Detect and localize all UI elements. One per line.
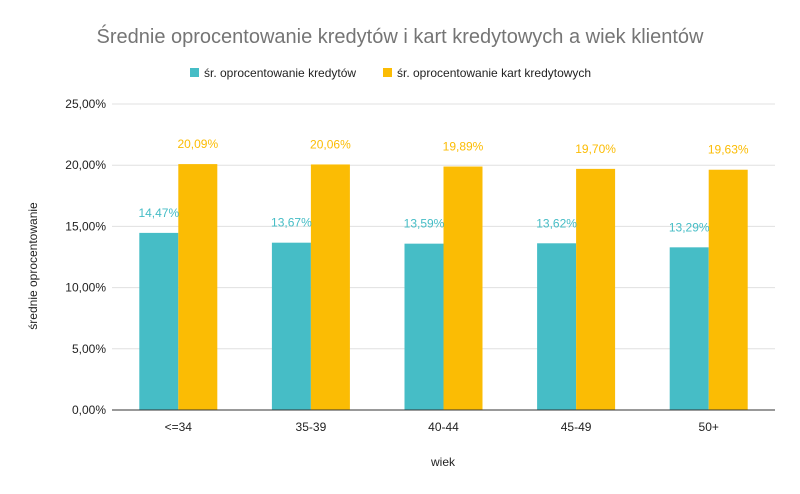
legend-swatch-series-0 <box>190 68 199 77</box>
x-tick-label: 45-49 <box>561 420 592 434</box>
y-axis-title: średnie oprocentowanie <box>26 202 40 330</box>
bar-series-0 <box>537 243 577 410</box>
data-label-series-1: 20,09% <box>177 137 218 151</box>
legend: śr. oprocentowanie kredytów śr. oprocent… <box>190 66 591 80</box>
x-axis-title: wiek <box>430 455 456 469</box>
legend-label-series-1: śr. oprocentowanie kart kredytowych <box>397 66 591 80</box>
bar-series-1 <box>708 169 748 410</box>
data-label-series-1: 19,63% <box>708 143 749 157</box>
y-tick-label: 5,00% <box>72 342 106 356</box>
bar-series-1 <box>443 166 483 410</box>
x-tick-label: 50+ <box>699 420 719 434</box>
x-tick-label: 40-44 <box>428 420 459 434</box>
bars <box>139 164 748 410</box>
bar-series-1 <box>310 164 350 410</box>
data-label-series-0: 13,29% <box>669 220 710 234</box>
bar-series-1 <box>576 168 616 410</box>
data-label-series-0: 14,47% <box>138 206 179 220</box>
legend-swatch-series-1 <box>383 68 392 77</box>
y-tick-label: 20,00% <box>65 158 106 172</box>
bar-series-0 <box>669 247 709 410</box>
data-label-series-1: 19,89% <box>443 140 484 154</box>
bar-series-0 <box>271 242 311 410</box>
x-tick-label: <=34 <box>165 420 193 434</box>
data-labels: 14,47% 20,09% 13,67% 20,06% 13,59% 19,89% 13,6… <box>138 137 748 234</box>
y-tick-label: 15,00% <box>65 219 106 233</box>
data-label-series-0: 13,59% <box>404 217 445 231</box>
data-label-series-0: 13,67% <box>271 216 312 230</box>
legend-label-series-0: śr. oprocentowanie kredytów <box>204 66 356 80</box>
bar-series-0 <box>404 243 444 410</box>
y-axis-ticks: 0,00% 5,00% 10,00% 15,00% 20,00% 25,00% <box>65 97 106 417</box>
y-tick-label: 25,00% <box>65 97 106 111</box>
x-tick-label: 35-39 <box>296 420 327 434</box>
chart-title: Średnie oprocentowanie kredytów i kart k… <box>97 24 705 48</box>
data-label-series-1: 20,06% <box>310 137 351 151</box>
bar-series-0 <box>139 232 179 410</box>
data-label-series-1: 19,70% <box>575 142 616 156</box>
bar-series-1 <box>178 164 218 410</box>
data-label-series-0: 13,62% <box>536 216 577 230</box>
x-axis-ticks: <=34 35-39 40-44 45-49 50+ <box>165 420 719 434</box>
y-tick-label: 0,00% <box>72 403 106 417</box>
y-tick-label: 10,00% <box>65 281 106 295</box>
